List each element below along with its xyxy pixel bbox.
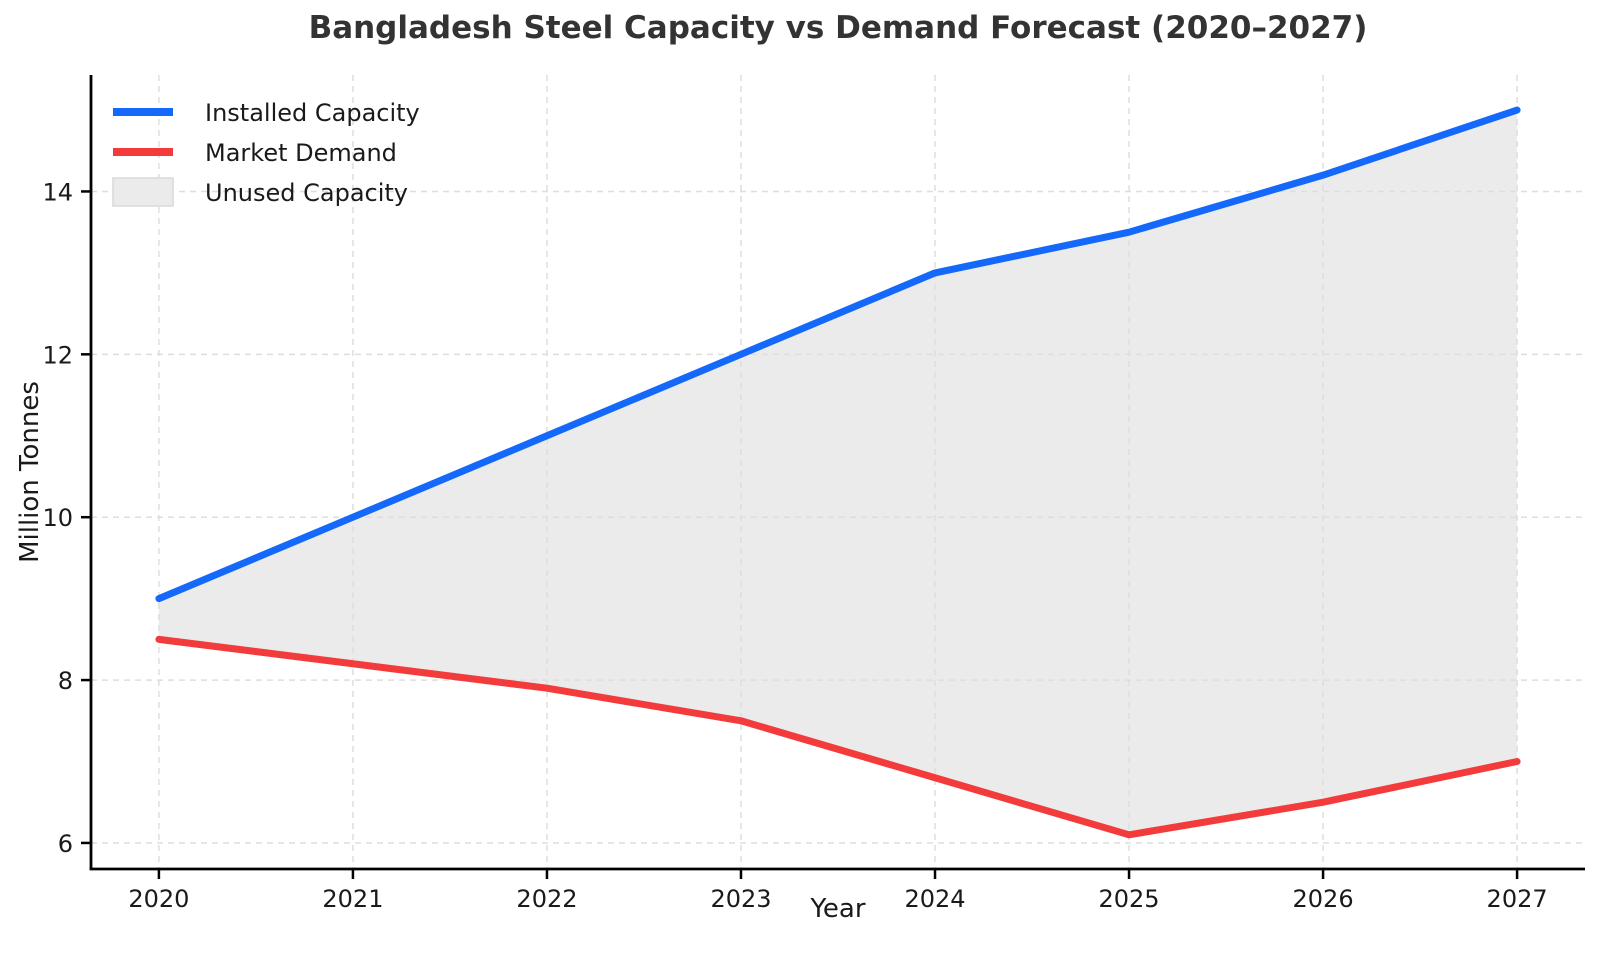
x-axis-label: Year [810, 894, 866, 924]
x-tick-label: 2025 [1098, 885, 1159, 913]
unused-capacity-area [158, 110, 1518, 835]
x-tick-label: 2022 [516, 885, 577, 913]
y-tick-label: 12 [42, 341, 73, 369]
x-tick-label: 2020 [128, 885, 189, 913]
x-tick-label: 2024 [904, 885, 965, 913]
legend-label-installed-capacity: Installed Capacity [205, 99, 420, 127]
x-tick-label: 2026 [1293, 885, 1354, 913]
x-tick-label: 2023 [710, 885, 771, 913]
installed-capacity-line [155, 106, 1521, 603]
legend-label-market-demand: Market Demand [205, 139, 397, 167]
y-tick-label: 14 [42, 178, 73, 206]
x-tick-label: 2021 [322, 885, 383, 913]
y-tick-label: 8 [58, 667, 73, 695]
y-tick-label: 6 [58, 830, 73, 858]
legend-swatch-unused-capacity [112, 177, 174, 207]
x-tick-label: 2027 [1487, 885, 1548, 913]
market-demand-line [155, 635, 1521, 839]
legend-label-unused-capacity: Unused Capacity [205, 179, 408, 207]
chart-title: Bangladesh Steel Capacity vs Demand Fore… [308, 10, 1368, 46]
y-tick-label: 10 [42, 504, 73, 532]
y-axis-label: Million Tonnes [15, 381, 45, 563]
